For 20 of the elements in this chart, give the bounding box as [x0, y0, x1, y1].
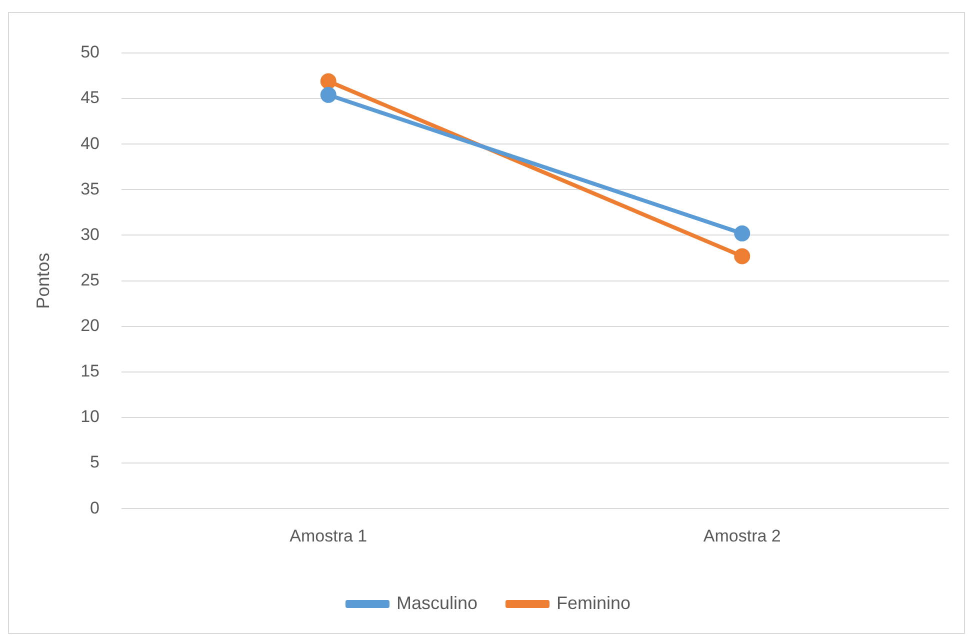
y-tick-label: 25	[80, 270, 100, 290]
y-tick-label: 40	[80, 134, 100, 153]
y-tick-label: 10	[80, 407, 100, 426]
y-tick-label: 30	[80, 224, 100, 244]
legend-label: Masculino	[396, 592, 478, 613]
x-tick-label: Amostra 2	[703, 526, 781, 546]
y-axis-title: Pontos	[32, 252, 53, 309]
point	[734, 248, 750, 264]
y-tick-label: 50	[80, 42, 100, 62]
point	[320, 73, 336, 90]
y-tick-label: 5	[90, 452, 100, 472]
point	[320, 86, 336, 103]
y-tick-label: 20	[80, 316, 100, 336]
y-tick-label: 0	[90, 498, 100, 518]
point	[734, 225, 750, 242]
y-tick-label: 45	[80, 88, 100, 108]
legend-label: Feminino	[556, 592, 631, 613]
y-tick-label: 15	[80, 362, 100, 381]
x-tick-label: Amostra 1	[290, 526, 368, 546]
y-tick-label: 35	[80, 179, 100, 198]
